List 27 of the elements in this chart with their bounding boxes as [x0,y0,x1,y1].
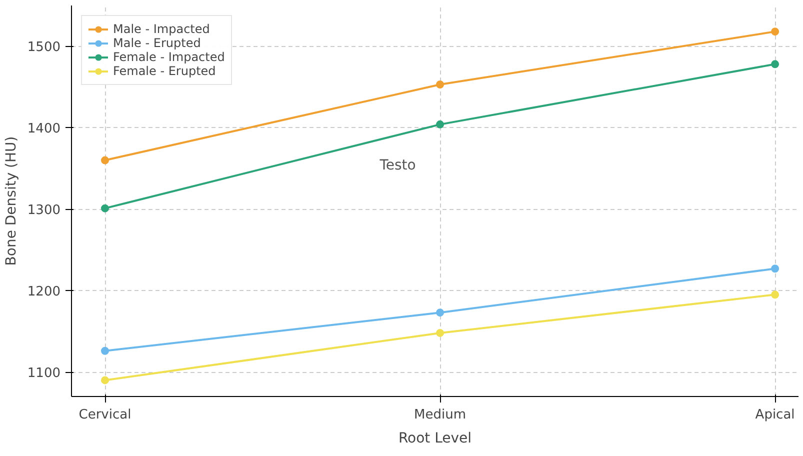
point [771,264,780,273]
y-tick-label: 1400 [27,122,61,137]
y-axis-title: Bone Density (HU) [3,136,20,266]
point [771,60,780,68]
y-tick-label: 1100 [27,366,61,382]
point [101,204,109,212]
point [101,346,109,355]
point [436,308,444,317]
y-tick-label: 1300 [27,203,61,218]
x-tick-label: Medium [414,408,466,422]
y-tick-label: 1200 [27,284,61,300]
x-tick-label: Apical [755,408,795,422]
legend-label: Male - Erupted [113,36,201,50]
annotation: Testo [378,158,416,174]
point [771,28,780,36]
legend-label: Male - Impacted [113,22,210,36]
point [436,328,444,337]
x-tick-label: Cervical [78,408,132,422]
point [771,290,780,299]
legend-label: Female - Impacted [113,50,225,64]
x-axis-title: Root Level [398,430,472,446]
point [436,120,444,128]
legend-label: Female - Erupted [113,64,216,78]
y-tick-label: 1500 [27,40,61,56]
point [436,80,444,89]
point [101,376,109,384]
point [101,156,109,164]
